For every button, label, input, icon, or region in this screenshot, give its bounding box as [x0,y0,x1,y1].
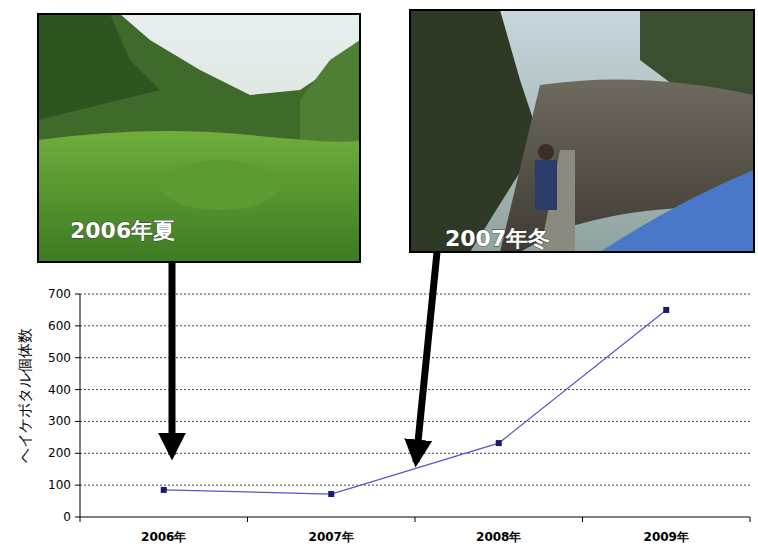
photo-summer [38,14,360,262]
photo-sky [38,14,360,262]
photo-water [600,170,754,252]
photo-frame [410,10,754,252]
y-tick-label: 200 [48,446,71,460]
grid-line [80,421,750,422]
grid-line [80,294,750,295]
y-axis [80,294,81,517]
photo-forest [300,40,360,150]
photo-caption: 2006年夏 [70,218,175,243]
grid-line [80,389,750,390]
y-tick-label: 700 [48,287,71,301]
x-tick-label: 2009年 [644,530,689,544]
photo-bush [160,160,280,210]
photo-winter [410,10,754,252]
point [328,491,334,497]
series-line [164,310,667,494]
x-band-tick [415,517,416,522]
point [161,487,167,493]
photo-forest [38,14,160,120]
grid-line [80,357,750,358]
y-tick [75,294,80,295]
grid-line [80,325,750,326]
y-tick [75,517,80,518]
grid-line [80,485,750,486]
y-tick-label: 300 [48,414,71,428]
y-tick-label: 500 [48,351,71,365]
y-tick-label: 600 [48,319,71,333]
photo-caption: 2007年冬 [445,226,550,251]
y-tick [75,453,80,454]
photo-forest [38,14,360,262]
x-tick-label: 2006年 [141,530,186,544]
arrow [169,262,176,455]
y-tick [75,325,80,326]
y-tick [75,485,80,486]
x-tick-label: 2008年 [476,530,521,544]
x-band-tick [80,517,81,522]
y-tick-label: 100 [48,478,71,492]
point [496,440,502,446]
x-band-tick [247,517,248,522]
x-band-tick [582,517,583,522]
y-tick-label: 0 [63,510,71,524]
photo-person [538,144,554,160]
arrow [416,252,437,462]
photo-sky [410,10,754,252]
y-tick [75,389,80,390]
y-tick-label: 400 [48,383,71,397]
photo-frame [38,14,360,262]
series [161,307,670,497]
photo-grass [38,131,360,262]
point [663,307,669,313]
y-tick [75,421,80,422]
photo-person [535,160,557,210]
y-tick [75,357,80,358]
chart-root: 2006年夏 2007年冬 0 100 200 300 400 500 600 700 2006年 2… [0,0,758,549]
x-tick-label: 2007年 [309,530,354,544]
y-axis-title: ヘイケボタル個体数 [16,328,34,463]
x-band-tick [750,517,751,522]
